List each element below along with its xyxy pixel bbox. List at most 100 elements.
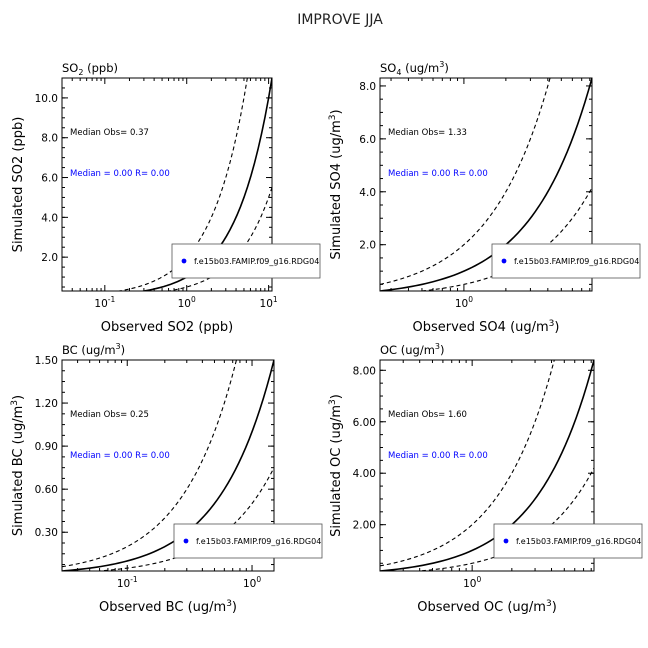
- panel-title-subscript: 2: [78, 68, 83, 77]
- y-tick-label: 2.0: [359, 240, 376, 252]
- x-axis-label-close: ): [554, 320, 559, 335]
- median-obs-annotation: Median Obs= 1.33: [388, 128, 467, 138]
- y-tick-label: 8.0: [359, 81, 376, 93]
- x-tick-base: 10: [94, 298, 107, 310]
- panel-title-base: SO: [380, 61, 396, 75]
- factor-lower-line: [413, 467, 594, 571]
- y-axis-label-text: Simulated SO4 (ug/m: [329, 120, 344, 259]
- panel-title-base: OC: [380, 343, 397, 357]
- factor-upper-line: [62, 360, 237, 568]
- x-tick-label: 100: [455, 295, 473, 310]
- y-tick-label: 8.0: [41, 133, 58, 145]
- figure-title: IMPROVE JJA: [297, 12, 383, 28]
- y-axis-label-text: Simulated OC (ug/m: [329, 405, 344, 537]
- x-tick-base: 10: [117, 578, 130, 590]
- x-tick-exponent: 0: [191, 295, 196, 304]
- x-tick-exponent: 0: [476, 575, 481, 584]
- plot-frame: [61, 77, 273, 292]
- y-tick-label: 0.60: [35, 484, 58, 496]
- y-tick-label: 8.00: [353, 365, 376, 377]
- reference-lines: [380, 78, 592, 291]
- one-to-one-line: [62, 360, 274, 571]
- legend-label: f.e15b03.FAMIP.f09_g16.RDG04: [514, 257, 639, 266]
- plot-frame: [379, 77, 593, 292]
- y-tick-label: 1.50: [35, 355, 58, 367]
- panel-title: OC (ug/m3): [380, 342, 445, 357]
- y-axis-label-text: Simulated BC (ug/m: [11, 406, 26, 536]
- y-axis-label: Simulated BC (ug/m3): [10, 395, 26, 536]
- panel-title-unit: (ppb): [83, 61, 118, 75]
- y-axis-label-superscript: 3: [328, 115, 338, 121]
- factor-lower-line: [165, 187, 272, 291]
- y-axis-label-close: ): [11, 395, 26, 400]
- x-tick-exponent: 0: [468, 295, 473, 304]
- median-stats-annotation: Median = 0.00 R= 0.00: [70, 169, 170, 179]
- legend-marker: [181, 258, 187, 264]
- reference-lines: [380, 360, 594, 571]
- y-axis-label-superscript: 3: [328, 399, 338, 405]
- legend: f.e15b03.FAMIP.f09_g16.RDG04: [491, 243, 641, 279]
- y-axis-label-text: Simulated SO2 (ppb): [11, 117, 26, 253]
- legend-label: f.e15b03.FAMIP.f09_g16.RDG04: [516, 537, 641, 546]
- median-stats-annotation: Median = 0.00 R= 0.00: [388, 451, 488, 461]
- x-tick-base: 10: [260, 298, 273, 310]
- factor-upper-line: [380, 360, 555, 567]
- x-tick-base: 10: [178, 298, 191, 310]
- plot-frame: [61, 359, 275, 572]
- factor-upper-line: [115, 78, 248, 291]
- x-tick-base: 10: [243, 578, 256, 590]
- panel-title-unit: (ug/m: [401, 61, 439, 75]
- median-obs-annotation: Median Obs= 1.60: [388, 410, 467, 420]
- one-to-one-line: [380, 360, 594, 571]
- legend-box: [493, 523, 643, 559]
- x-tick-label: 10-1: [117, 575, 138, 590]
- factor-lower-line: [92, 467, 274, 571]
- panel-title: SO2 (ppb): [62, 61, 118, 77]
- y-axis-label-close: ): [329, 394, 344, 399]
- y-axis-label: Simulated SO4 (ug/m3): [328, 109, 344, 259]
- panel-title-superscript: 3: [439, 60, 444, 69]
- y-axis-label: Simulated OC (ug/m3): [328, 394, 344, 537]
- x-axis-label-superscript: 3: [546, 599, 552, 609]
- panel-title: SO4 (ug/m3): [380, 60, 449, 77]
- x-axis-label-text: Observed BC (ug/m: [99, 600, 226, 615]
- x-tick-exponent: 0: [256, 575, 261, 584]
- x-tick-label: 100: [463, 575, 481, 590]
- panel-title-superscript: 3: [435, 342, 440, 351]
- y-tick-label: 0.30: [35, 527, 58, 539]
- median-stats-annotation: Median = 0.00 R= 0.00: [388, 169, 488, 179]
- legend: f.e15b03.FAMIP.f09_g16.RDG04: [173, 523, 323, 559]
- panel-title-close: ): [440, 343, 445, 357]
- x-axis-label-text: Observed SO4 (ug/m: [413, 320, 549, 335]
- panel-title-unit: (ug/m: [397, 343, 435, 357]
- median-obs-annotation: Median Obs= 0.37: [70, 128, 149, 138]
- x-axis-label-close: ): [552, 600, 557, 615]
- one-to-one-line: [138, 78, 272, 291]
- x-axis-label-close: ): [232, 600, 237, 615]
- y-tick-label: 2.00: [353, 520, 376, 532]
- x-axis-label-text: Observed SO2 (ppb): [101, 320, 233, 335]
- y-tick-label: 6.00: [353, 417, 376, 429]
- x-tick-label: 10-1: [94, 295, 115, 310]
- panel-title-base: BC: [62, 343, 78, 357]
- plot-frame: [379, 359, 595, 572]
- y-axis-label: Simulated SO2 (ppb): [11, 117, 26, 253]
- y-tick-label: 1.20: [35, 398, 58, 410]
- x-tick-label: 100: [178, 295, 196, 310]
- factor-lower-line: [416, 187, 592, 291]
- panel-title-close: ): [121, 343, 126, 357]
- panel-title-superscript: 3: [116, 342, 121, 351]
- x-axis-label-superscript: 3: [549, 319, 555, 329]
- x-tick-base: 10: [455, 298, 468, 310]
- legend-label: f.e15b03.FAMIP.f09_g16.RDG04: [194, 257, 319, 266]
- y-tick-label: 4.0: [359, 187, 376, 199]
- panel-title-base: SO: [62, 61, 78, 75]
- y-tick-label: 0.90: [35, 441, 58, 453]
- y-tick-label: 10.0: [35, 93, 58, 105]
- legend-box: [171, 243, 321, 279]
- legend-marker: [503, 538, 509, 544]
- y-axis-label-close: ): [329, 109, 344, 114]
